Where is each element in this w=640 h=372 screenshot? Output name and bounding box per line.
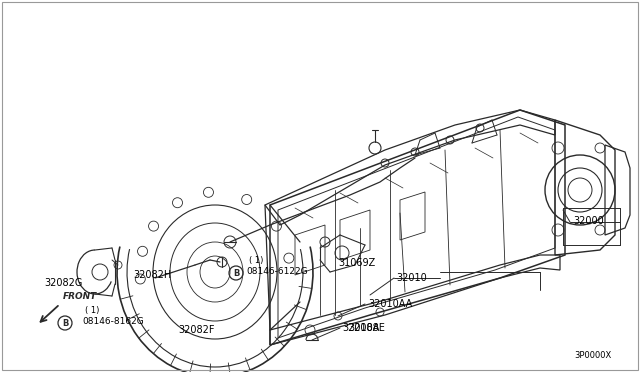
Text: 32010: 32010 (396, 273, 427, 283)
Text: 32082G: 32082G (44, 278, 83, 288)
Text: 32082F: 32082F (178, 325, 214, 335)
Text: FRONT: FRONT (63, 292, 97, 301)
Text: ( 1): ( 1) (249, 257, 264, 266)
Text: 32010A: 32010A (342, 323, 380, 333)
Text: 3P0000X: 3P0000X (574, 352, 611, 360)
Text: 32088E: 32088E (348, 323, 385, 333)
Text: B: B (233, 269, 239, 278)
Text: B: B (62, 318, 68, 327)
Text: ( 1): ( 1) (85, 307, 99, 315)
Text: 08146-6122G: 08146-6122G (246, 266, 308, 276)
Text: 31069Z: 31069Z (338, 258, 375, 268)
Text: 32082H: 32082H (133, 270, 172, 280)
Text: 08146-8162G: 08146-8162G (82, 317, 144, 326)
Text: 32000: 32000 (573, 216, 604, 226)
Text: 32010AA: 32010AA (368, 299, 412, 309)
